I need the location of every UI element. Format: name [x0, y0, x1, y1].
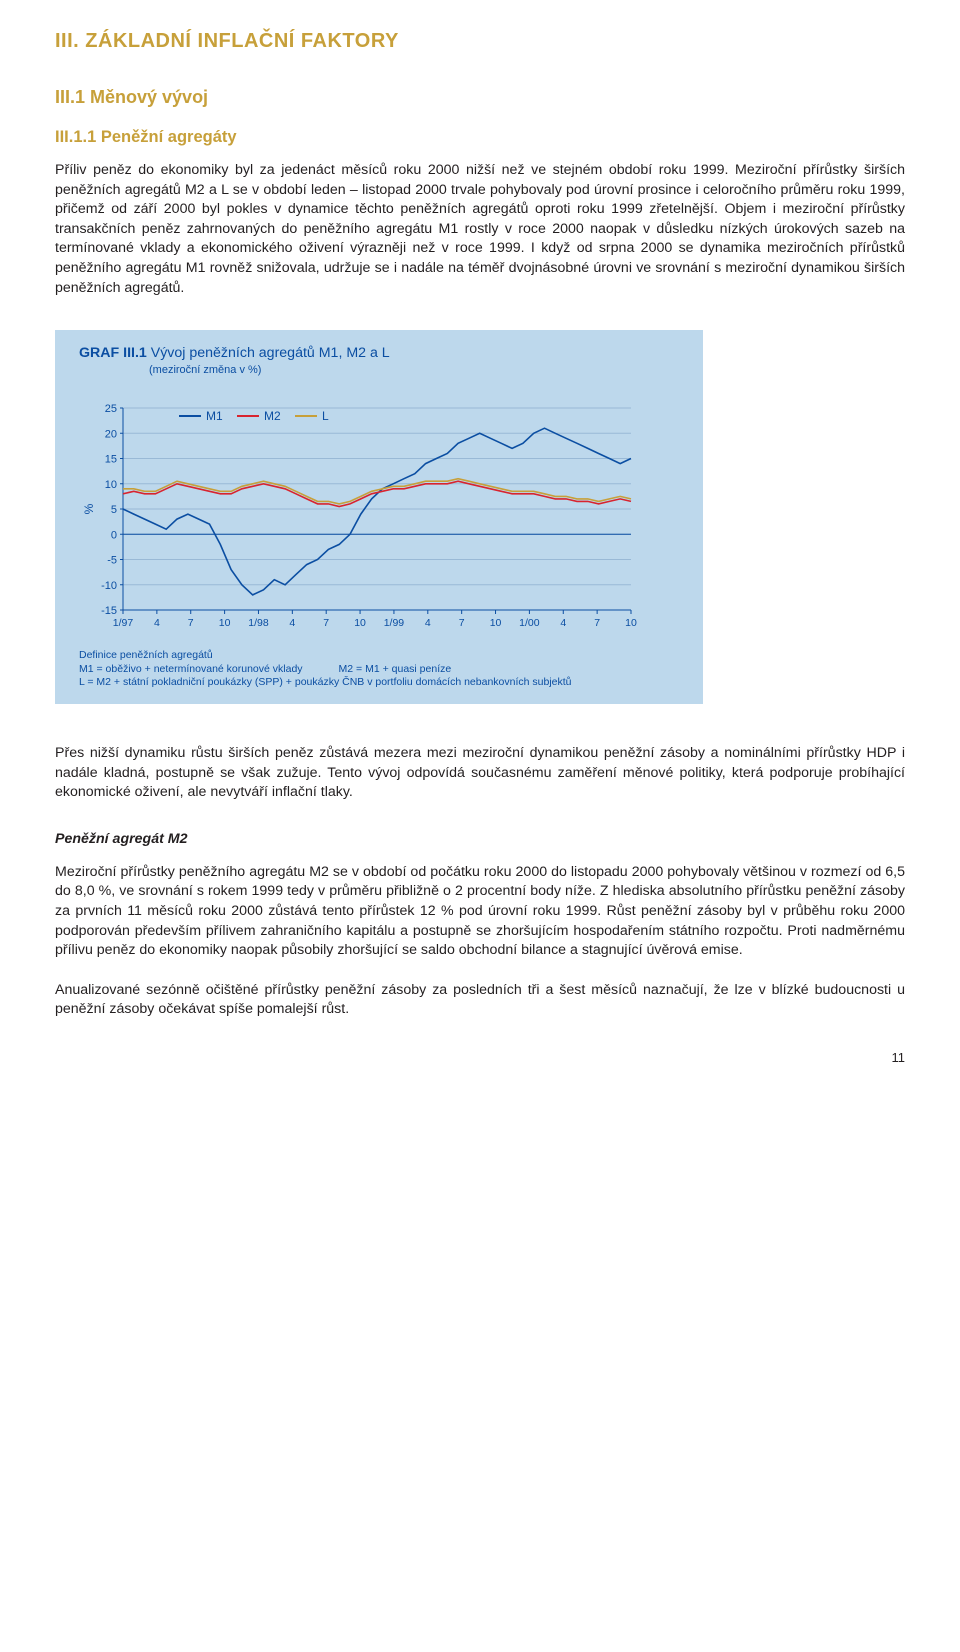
svg-text:-15: -15 [101, 605, 117, 617]
def-m2: M2 = M1 + quasi peníze [339, 663, 452, 677]
line-chart: 25 20 15 10 5 0 -5 -10 -15% 1/97 4 7 10 1/98 4 7 10 1/99 4… [79, 378, 639, 638]
svg-text:1/97: 1/97 [113, 617, 134, 629]
subsection-title: III.1 Měnový vývoj [55, 87, 905, 108]
svg-text:20: 20 [105, 428, 117, 440]
svg-text:1/00: 1/00 [519, 617, 540, 629]
paragraph-4: Anualizované sezónně očištěné přírůstky … [55, 981, 905, 1020]
svg-text:5: 5 [111, 504, 117, 516]
chart-title-text: Vývoj peněžních agregátů M1, M2 a L [147, 345, 390, 361]
svg-text:7: 7 [594, 617, 600, 629]
svg-text:0: 0 [111, 529, 117, 541]
svg-text:10: 10 [354, 617, 366, 629]
italic-heading: Peněžní agregát M2 [55, 831, 905, 847]
chart-definitions: Definice peněžních agregátů M1 = oběživo… [79, 649, 679, 690]
svg-text:7: 7 [459, 617, 465, 629]
page: III. ZÁKLADNÍ INFLAČNÍ FAKTORY III.1 Měn… [0, 0, 960, 1105]
page-number: 11 [55, 1050, 905, 1065]
svg-text:10: 10 [625, 617, 637, 629]
svg-text:4: 4 [289, 617, 295, 629]
svg-text:%: % [82, 503, 96, 514]
svg-text:15: 15 [105, 454, 117, 466]
svg-text:4: 4 [560, 617, 566, 629]
subsubsection-title: III.1.1 Peněžní agregáty [55, 128, 905, 147]
svg-text:10: 10 [490, 617, 502, 629]
svg-text:10: 10 [219, 617, 231, 629]
section-title: III. ZÁKLADNÍ INFLAČNÍ FAKTORY [55, 30, 905, 53]
svg-text:25: 25 [105, 403, 117, 415]
svg-text:7: 7 [323, 617, 329, 629]
def-m1: M1 = oběživo + netermínované korunové vk… [79, 663, 303, 677]
chart-panel: GRAF III.1 Vývoj peněžních agregátů M1, … [55, 330, 703, 704]
def-l: L = M2 + státní pokladniční poukázky (SP… [79, 676, 679, 690]
svg-text:7: 7 [188, 617, 194, 629]
svg-text:-5: -5 [107, 555, 117, 567]
paragraph-1: Příliv peněz do ekonomiky byl za jedenác… [55, 161, 905, 298]
svg-text:L: L [322, 409, 329, 423]
svg-text:-10: -10 [101, 580, 117, 592]
chart-title-id: GRAF III.1 [79, 345, 147, 361]
svg-text:M1: M1 [206, 409, 223, 423]
paragraph-2: Přes nižší dynamiku růstu širších peněz … [55, 744, 905, 803]
paragraph-3: Meziroční přírůstky peněžního agregátu M… [55, 863, 905, 961]
svg-text:M2: M2 [264, 409, 281, 423]
svg-text:4: 4 [154, 617, 160, 629]
svg-text:4: 4 [425, 617, 431, 629]
chart-subtitle: (meziroční změna v %) [149, 364, 679, 376]
svg-text:10: 10 [105, 479, 117, 491]
svg-text:1/99: 1/99 [384, 617, 405, 629]
defs-title: Definice peněžních agregátů [79, 649, 679, 663]
chart-title: GRAF III.1 Vývoj peněžních agregátů M1, … [79, 344, 679, 362]
svg-text:1/98: 1/98 [248, 617, 269, 629]
